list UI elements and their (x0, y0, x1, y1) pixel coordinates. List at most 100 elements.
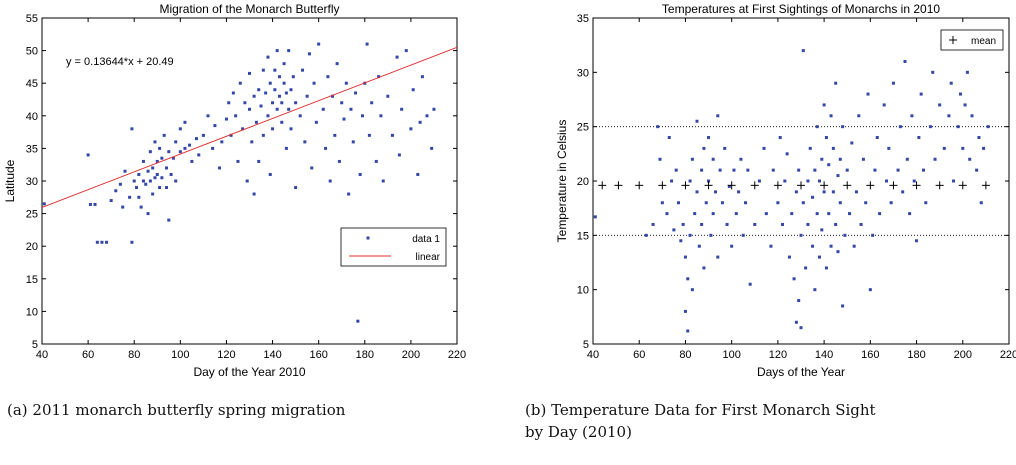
data-point (280, 101, 284, 105)
data-point (146, 212, 150, 216)
data-point (344, 81, 348, 85)
data-point (305, 94, 309, 98)
data-point (787, 255, 791, 259)
data-point (137, 195, 141, 199)
y-tick-label: 10 (26, 306, 38, 318)
chart-b-temperatures: Temperatures at First Sightings of Monar… (555, 2, 1016, 379)
data-point (845, 168, 849, 172)
data-point (128, 195, 132, 199)
chart-b-xlabel: Days of the Year (757, 365, 845, 379)
data-point (151, 192, 155, 196)
data-point (236, 159, 240, 163)
data-point (340, 101, 344, 105)
x-tick-label: 160 (309, 349, 327, 361)
data-point (151, 166, 155, 170)
data-point (737, 190, 741, 194)
data-point (804, 266, 808, 270)
data-point (744, 201, 748, 205)
data-point (702, 266, 706, 270)
data-point (827, 163, 831, 167)
data-point (806, 222, 810, 226)
data-point (397, 153, 401, 157)
data-point (234, 114, 238, 118)
data-point (93, 202, 97, 206)
data-point (307, 52, 311, 56)
data-point (732, 168, 736, 172)
data-point (155, 159, 159, 163)
chart-a-legend-box (340, 227, 447, 267)
data-point (919, 92, 923, 96)
data-point (379, 114, 383, 118)
data-point (792, 277, 796, 281)
data-point (271, 101, 275, 105)
chart-a-ticks: 40 60 80 100 120 140 160 180 200 220 5 10 15 20 25 30 35… (26, 13, 466, 361)
x-tick-label: 140 (815, 349, 833, 361)
data-point (859, 222, 863, 226)
data-point (658, 157, 662, 161)
y-tick-label: 40 (26, 111, 38, 123)
data-point (268, 81, 272, 85)
data-point (815, 125, 819, 129)
data-point (857, 114, 861, 118)
data-point (813, 168, 817, 172)
data-point (822, 190, 826, 194)
data-point (797, 168, 801, 172)
data-point (409, 127, 413, 131)
data-point (114, 189, 118, 193)
data-point (977, 136, 981, 140)
data-point (889, 201, 893, 205)
data-point (690, 157, 694, 161)
data-point (132, 179, 136, 183)
data-point (174, 140, 178, 144)
data-point (268, 172, 272, 176)
data-point (252, 94, 256, 98)
data-point (201, 133, 205, 137)
data-point (160, 176, 164, 180)
data-point (700, 168, 704, 172)
data-point (811, 244, 815, 248)
data-point (790, 212, 794, 216)
data-point (277, 75, 281, 79)
data-point (681, 222, 685, 226)
data-point (188, 143, 192, 147)
data-point (333, 133, 337, 137)
data-point (730, 244, 734, 248)
data-point (123, 169, 127, 173)
chart-b-legend: mean (940, 29, 1004, 51)
chart-b-legend-box (940, 29, 1004, 51)
data-point (841, 304, 845, 308)
data-point (174, 179, 178, 183)
data-point (418, 120, 422, 124)
y-tick-label: 5 (32, 339, 38, 351)
caption-a: (a) 2011 monarch butterfly spring migrat… (7, 401, 346, 419)
x-tick-label: 40 (587, 349, 599, 361)
chart-b-legend-label-mean: mean (971, 36, 996, 47)
data-point (118, 182, 122, 186)
data-point (224, 117, 228, 121)
y-tick-label: 20 (26, 241, 38, 253)
data-point (813, 288, 817, 292)
data-point (873, 168, 877, 172)
data-point (693, 212, 697, 216)
data-point (370, 101, 374, 105)
data-point (261, 133, 265, 137)
data-point (250, 140, 254, 144)
data-point (289, 88, 293, 92)
data-point (390, 133, 394, 137)
y-tick-label: 30 (26, 176, 38, 188)
data-point (711, 157, 715, 161)
data-point (875, 136, 879, 140)
data-point (356, 319, 360, 323)
x-tick-label: 80 (679, 349, 691, 361)
data-point (282, 81, 286, 85)
data-point (273, 88, 277, 92)
y-tick-label: 35 (577, 13, 589, 25)
data-point (739, 157, 743, 161)
data-point (924, 201, 928, 205)
data-point (121, 205, 125, 209)
chart-b-points (593, 43, 990, 333)
caption-b-line2: by Day (2010) (525, 423, 632, 441)
data-point (970, 114, 974, 118)
data-point (753, 222, 757, 226)
y-tick-label: 15 (26, 274, 38, 286)
